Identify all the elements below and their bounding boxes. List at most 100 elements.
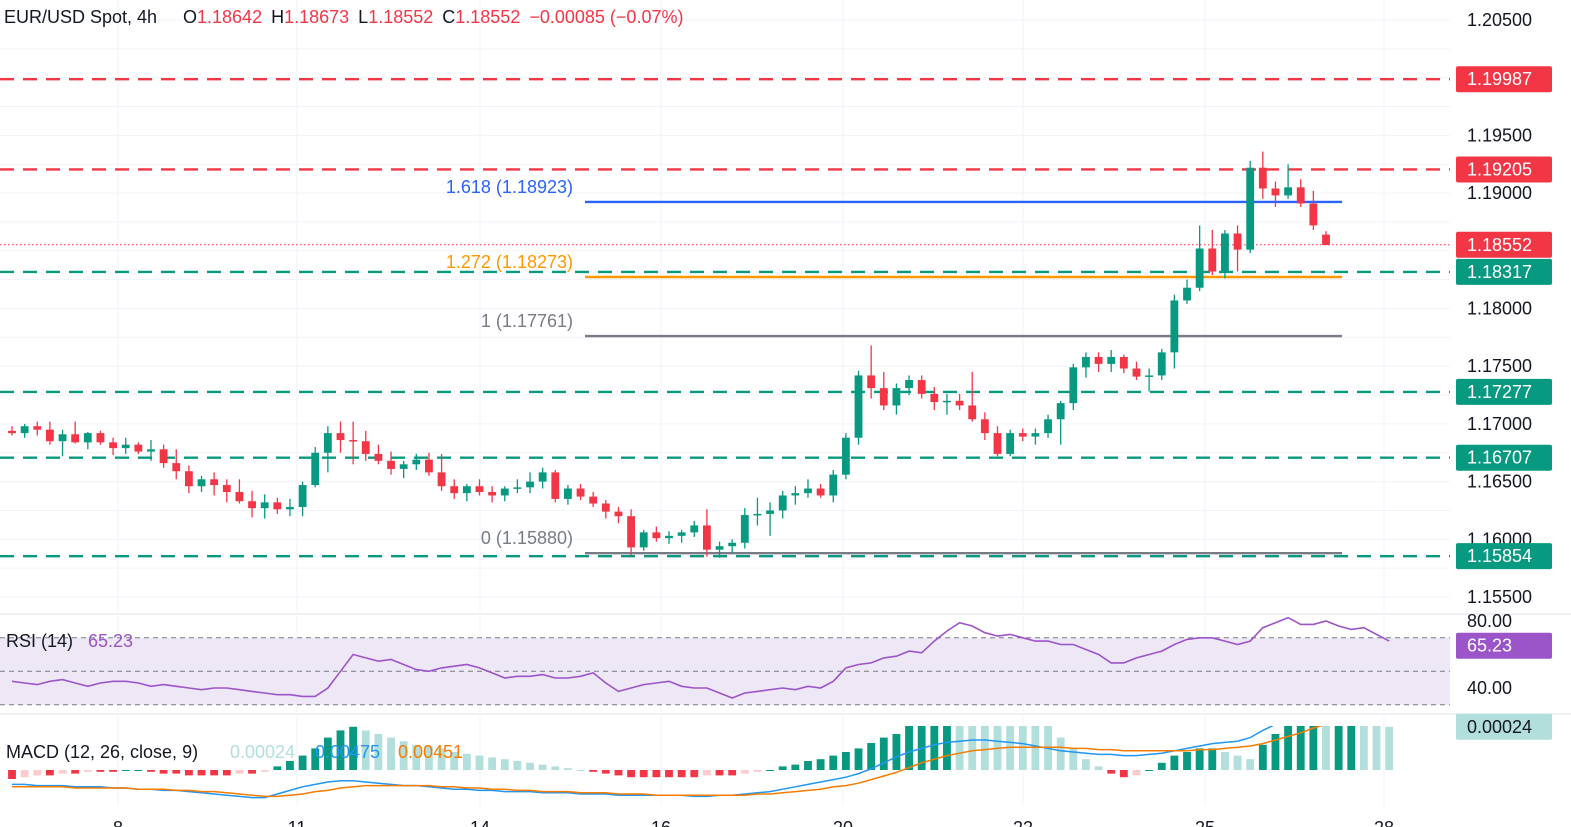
macd-histogram-bar bbox=[1271, 734, 1280, 770]
price-tick-label: 1.20500 bbox=[1467, 10, 1532, 30]
time-tick-label: 28 bbox=[1374, 818, 1394, 827]
macd-histogram-bar bbox=[1145, 770, 1154, 771]
macd-histogram-bar bbox=[778, 766, 787, 770]
candle-body bbox=[248, 501, 256, 509]
candle-body bbox=[791, 493, 800, 496]
macd-value-tag bbox=[1456, 713, 1552, 740]
fib-label-1-272: 1.272 (1.18273) bbox=[446, 252, 573, 272]
candle-body bbox=[955, 400, 964, 406]
candle-body bbox=[980, 419, 989, 434]
macd-histogram-bar bbox=[349, 726, 358, 770]
candle-body bbox=[425, 459, 433, 473]
candle-body bbox=[336, 433, 345, 441]
macd-histogram-bar bbox=[551, 766, 560, 770]
macd-histogram-bar bbox=[450, 752, 459, 770]
rsi-tick-label: 40.00 bbox=[1467, 678, 1512, 698]
macd-histogram-bar bbox=[1006, 726, 1015, 770]
candle-body bbox=[715, 546, 724, 550]
macd-histogram-bar bbox=[1132, 770, 1141, 776]
macd-plot bbox=[8, 726, 1394, 799]
macd-histogram-bar bbox=[374, 734, 383, 770]
candle-body bbox=[526, 481, 534, 488]
candle-body bbox=[184, 471, 193, 487]
macd-histogram-bar bbox=[1094, 766, 1103, 770]
level-price-label: 1.19205 bbox=[1467, 159, 1532, 179]
grid-layer bbox=[0, 0, 1571, 806]
time-tick-label: 16 bbox=[651, 818, 671, 827]
macd-histogram-bar bbox=[804, 761, 812, 770]
candle-body bbox=[917, 380, 926, 394]
candle-body bbox=[1322, 234, 1330, 246]
candle-body bbox=[1233, 233, 1242, 250]
candle-body bbox=[804, 488, 812, 494]
candle-body bbox=[475, 486, 484, 492]
macd-histogram-bar bbox=[1195, 748, 1204, 770]
candle-body bbox=[8, 430, 16, 434]
candle-body bbox=[879, 388, 888, 406]
candle-body bbox=[1018, 433, 1027, 437]
macd-histogram-bar bbox=[488, 757, 497, 770]
macd-signal-line bbox=[12, 726, 1324, 798]
macd-histogram-bar bbox=[109, 770, 117, 772]
candle-body bbox=[399, 464, 408, 469]
candle-body bbox=[172, 463, 181, 472]
candle-body bbox=[349, 440, 358, 442]
macd-histogram-bar bbox=[791, 764, 800, 770]
macd-histogram-bar bbox=[538, 764, 547, 770]
macd-histogram-bar bbox=[33, 770, 42, 776]
macd-histogram-bar bbox=[968, 726, 977, 770]
time-tick-label: 8 bbox=[113, 818, 123, 827]
candle-body bbox=[766, 510, 774, 514]
candle-body bbox=[1069, 367, 1078, 404]
macd-histogram-bar bbox=[500, 759, 509, 770]
macd-histogram-bar bbox=[475, 755, 484, 770]
macd-histogram-bar bbox=[1221, 752, 1229, 770]
candle-body bbox=[273, 502, 282, 510]
macd-histogram-bar bbox=[298, 755, 307, 770]
level-price-label: 1.15854 bbox=[1467, 546, 1532, 566]
candle-body bbox=[1006, 433, 1015, 454]
candle-body bbox=[867, 375, 876, 389]
macd-histogram-bar bbox=[753, 770, 762, 772]
macd-histogram-bar bbox=[1284, 726, 1293, 770]
header-symbol: EUR/USD Spot, 4h bbox=[4, 7, 157, 27]
candle-body bbox=[500, 488, 509, 496]
level-price-tag bbox=[1456, 444, 1552, 471]
candle-body bbox=[71, 434, 80, 443]
macd-histogram-bar bbox=[1170, 755, 1179, 770]
macd-histogram-bar bbox=[387, 737, 395, 770]
macd-histogram-bar bbox=[1334, 726, 1343, 770]
macd-histogram-value: 0.00024 bbox=[230, 742, 295, 762]
candle-body bbox=[1145, 375, 1154, 377]
macd-histogram-bar bbox=[159, 770, 168, 774]
candle-body bbox=[1258, 167, 1267, 189]
rsi-label: RSI (14) bbox=[6, 631, 73, 651]
macd-histogram-bar bbox=[728, 770, 737, 776]
macd-histogram-bar bbox=[740, 770, 749, 774]
macd-histogram-bar bbox=[702, 770, 711, 776]
price-tick-label: 1.18000 bbox=[1467, 299, 1532, 319]
candle-body bbox=[702, 525, 711, 550]
macd-histogram-bar bbox=[652, 770, 661, 778]
macd-histogram-bar bbox=[197, 770, 206, 776]
rsi-value-tag bbox=[1456, 632, 1552, 659]
high-label: H bbox=[271, 7, 284, 27]
level-price-label: 1.17277 bbox=[1467, 382, 1532, 402]
macd-histogram-bar bbox=[336, 730, 345, 770]
macd-histogram-bar bbox=[399, 741, 408, 770]
macd-histogram-bar bbox=[1069, 748, 1078, 770]
low-value: 1.18552 bbox=[368, 7, 433, 27]
rsi-line bbox=[11, 616, 1390, 699]
macd-histogram-bar bbox=[1296, 726, 1305, 770]
candle-body bbox=[1170, 300, 1179, 353]
candle-body bbox=[854, 375, 863, 438]
macd-histogram-bar bbox=[437, 748, 446, 770]
macd-histogram-bar bbox=[1183, 752, 1191, 770]
macd-histogram-bar bbox=[286, 761, 294, 770]
macd-histogram-bar bbox=[601, 770, 610, 774]
candle-body bbox=[311, 452, 320, 486]
macd-histogram-bar bbox=[905, 726, 913, 770]
macd-histogram-bar bbox=[1082, 759, 1090, 770]
candle-body bbox=[576, 488, 585, 497]
level-price-label: 1.16707 bbox=[1467, 448, 1532, 468]
